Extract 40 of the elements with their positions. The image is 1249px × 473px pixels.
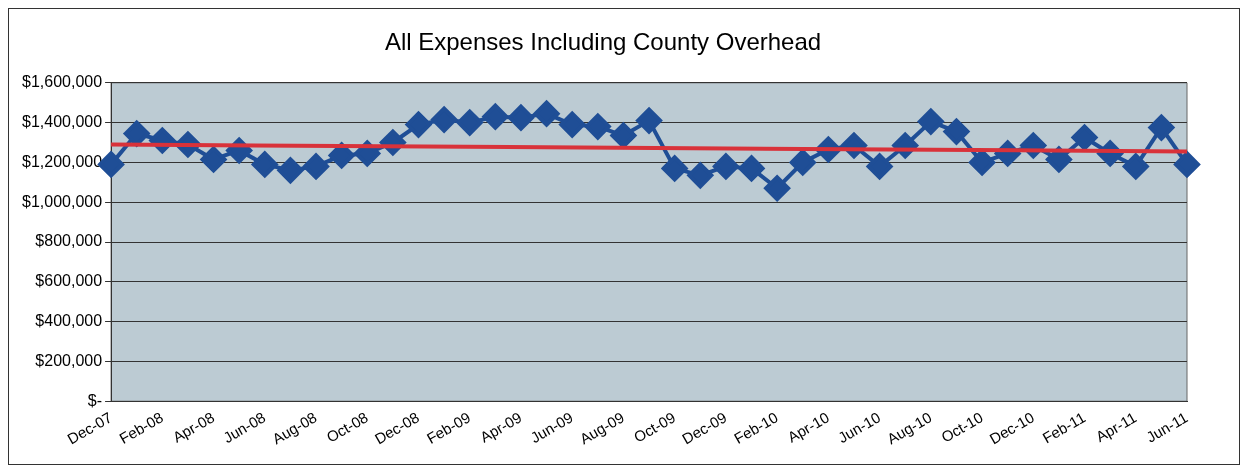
point xyxy=(1174,151,1200,178)
point xyxy=(610,122,637,149)
y-tick-label: $- xyxy=(87,391,103,409)
y-tick-label: $600,000 xyxy=(35,272,103,290)
y-tick-label: $800,000 xyxy=(35,232,103,250)
point xyxy=(636,107,663,134)
point xyxy=(1122,153,1149,180)
point xyxy=(712,153,739,180)
point xyxy=(456,109,483,136)
point xyxy=(328,142,355,169)
point xyxy=(533,100,560,127)
point xyxy=(277,157,304,184)
point xyxy=(482,103,509,130)
point xyxy=(1148,114,1175,141)
point xyxy=(866,153,893,180)
point xyxy=(1045,146,1072,173)
point xyxy=(251,151,278,178)
chart-title: All Expenses Including County Overhead xyxy=(384,28,822,56)
point xyxy=(507,104,534,131)
y-tick-label: $200,000 xyxy=(35,351,103,369)
point xyxy=(738,155,765,182)
point xyxy=(661,155,688,182)
point xyxy=(303,153,330,180)
point xyxy=(764,175,791,202)
point xyxy=(969,149,996,176)
point xyxy=(559,111,586,138)
point xyxy=(200,146,227,173)
point xyxy=(1071,124,1098,151)
point xyxy=(943,118,970,145)
point xyxy=(687,162,714,189)
point xyxy=(431,106,458,133)
y-tick-label: $1,600,000 xyxy=(22,73,103,91)
point xyxy=(789,149,816,176)
point xyxy=(584,113,611,140)
point xyxy=(917,108,944,135)
y-tick-label: $1,400,000 xyxy=(22,113,103,131)
point xyxy=(405,111,432,138)
y-tick-label: $1,200,000 xyxy=(22,152,103,170)
y-tick-label: $1,000,000 xyxy=(22,192,103,210)
y-tick-label: $400,000 xyxy=(35,312,103,330)
